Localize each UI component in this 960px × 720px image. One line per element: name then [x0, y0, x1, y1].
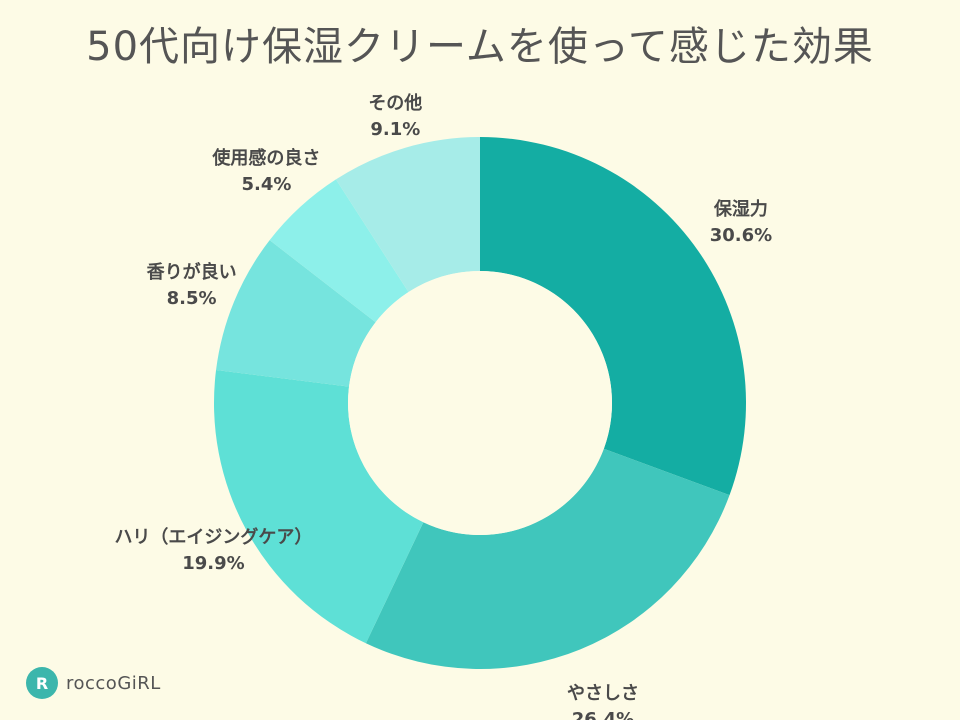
slice-value-firmness: 19.9% — [182, 553, 244, 574]
slice-other — [335, 137, 480, 293]
slice-moisture — [480, 137, 746, 496]
slice-label-gentleness: やさしさ — [567, 683, 639, 704]
slice-value-moisture: 30.6% — [710, 225, 772, 246]
slice-gentleness — [365, 448, 730, 670]
slice-value-texture: 5.4% — [241, 174, 291, 195]
chart-title: 50代向け保湿クリームを使って感じた効果 — [86, 24, 874, 70]
slice-fragrance — [216, 240, 376, 387]
brand-name: roccoGiRL — [66, 672, 161, 694]
slice-value-gentleness: 26.4% — [572, 709, 634, 720]
slice-firmness — [214, 370, 424, 644]
slice-label-firmness: ハリ（エイジングケア） — [114, 526, 312, 548]
brand-logo: R roccoGiRL — [26, 667, 161, 699]
brand-logo-icon: R — [26, 667, 58, 699]
slice-label-fragrance: 香りが良い — [146, 261, 237, 283]
slice-value-fragrance: 8.5% — [167, 288, 217, 309]
donut-hole — [348, 271, 612, 535]
slice-label-other: その他 — [368, 92, 422, 114]
slice-label-moisture: 保湿力 — [713, 198, 768, 220]
slice-value-other: 9.1% — [370, 119, 420, 140]
slice-label-texture: 使用感の良さ — [211, 147, 320, 169]
slice-texture — [269, 179, 409, 323]
